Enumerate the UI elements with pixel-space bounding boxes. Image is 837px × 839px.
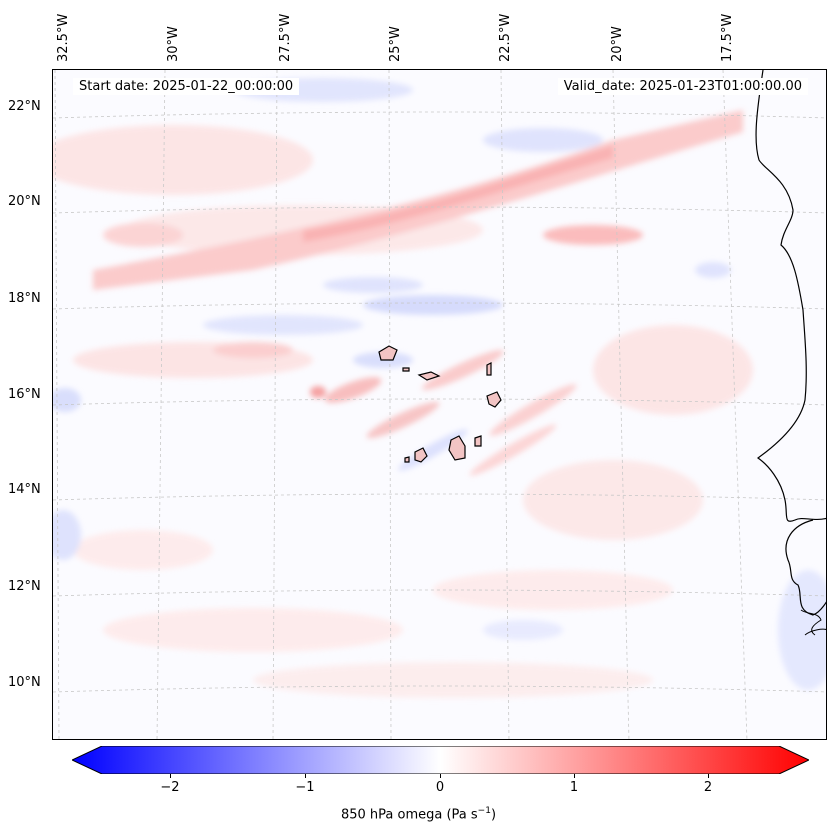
lon-label-17-5w: 17.5°W xyxy=(720,13,735,62)
valid-date-label: Valid_date: 2025-01-23T01:00:00.00 xyxy=(557,78,808,95)
island-maio xyxy=(474,435,482,447)
colorbar-tickmark xyxy=(574,774,575,778)
colorbar-body xyxy=(72,746,809,774)
lat-label-18n: 18°N xyxy=(8,291,41,306)
colorbar-tick-label: 0 xyxy=(435,780,445,795)
start-date-label: Start date: 2025-01-22_00:00:00 xyxy=(73,78,300,95)
island-fogo xyxy=(414,447,428,463)
africa-coastline xyxy=(755,70,826,522)
graticule xyxy=(53,70,826,739)
map-panel[interactable]: Start date: 2025-01-22_00:00:00 Valid_da… xyxy=(52,69,827,740)
colorbar-tick-label: 2 xyxy=(703,780,713,795)
lat-label-16n: 16°N xyxy=(8,387,41,402)
gambia-coast xyxy=(785,519,826,616)
lon-label-30w: 30°W xyxy=(166,26,181,62)
lat-label-20n: 20°N xyxy=(8,194,41,209)
colorbar-label-exponent: −1 xyxy=(477,806,491,816)
lon-label-22-5w: 22.5°W xyxy=(498,13,513,62)
lat-label-10n: 10°N xyxy=(8,675,41,690)
island-sao-nicolau xyxy=(417,371,441,381)
island-santiago xyxy=(448,435,466,461)
lon-label-20w: 20°W xyxy=(610,26,625,62)
omega-field-map xyxy=(53,70,826,739)
colorbar-tickmark xyxy=(305,774,306,778)
island-brava xyxy=(404,456,410,463)
island-sal xyxy=(486,362,492,376)
island-sao-vicente xyxy=(402,367,410,372)
colorbar-tick-label: 1 xyxy=(569,780,579,795)
lat-label-14n: 14°N xyxy=(8,482,41,497)
cape-verde-islands xyxy=(378,345,502,463)
colorbar-tickmark xyxy=(708,774,709,778)
lon-label-27-5w: 27.5°W xyxy=(278,13,293,62)
colorbar-tickmark xyxy=(170,774,171,778)
colorbar-tick-label: −2 xyxy=(160,780,180,795)
guinea-bissau-coast xyxy=(800,609,826,636)
colorbar-tick-label: −1 xyxy=(295,780,315,795)
colorbar-tickmark xyxy=(440,774,441,778)
lat-label-22n: 22°N xyxy=(8,99,41,114)
colorbar xyxy=(72,746,809,774)
colorbar-label-close: ) xyxy=(490,807,497,823)
colorbar-label: 850 hPa omega (Pa s−1) xyxy=(0,806,837,822)
island-boa-vista xyxy=(486,391,502,408)
colorbar-label-text: 850 hPa omega (Pa s xyxy=(340,807,478,823)
island-santo-antao xyxy=(378,345,398,361)
lon-label-25w: 25°W xyxy=(388,26,403,62)
lat-label-12n: 12°N xyxy=(8,579,41,594)
lon-label-32-5w: 32.5°W xyxy=(56,13,71,62)
